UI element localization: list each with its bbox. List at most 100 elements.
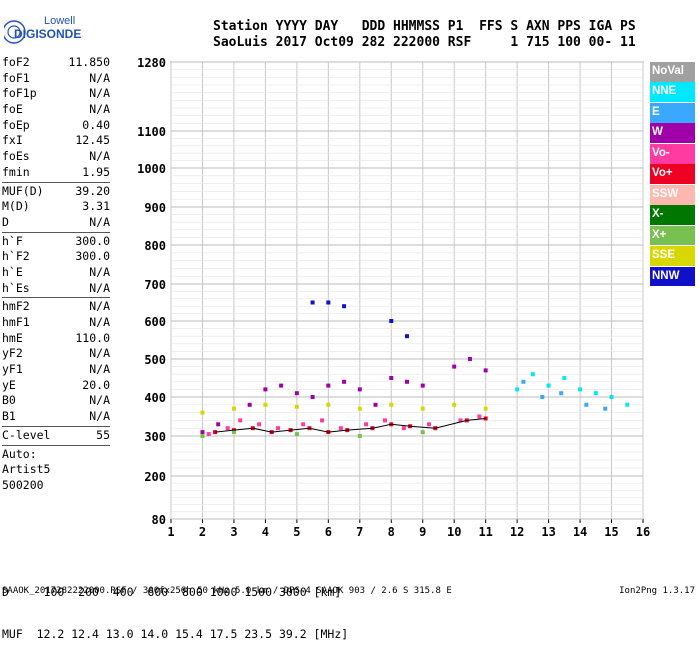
param-row: hmF2 N/A: [2, 299, 110, 315]
data-point-x-: [200, 434, 205, 438]
logo-line1: Lowell: [44, 15, 75, 27]
autoscale-info: Auto:: [2, 446, 37, 461]
data-point-sse: [357, 406, 362, 411]
param-row: B0 N/A: [2, 393, 110, 409]
param-row: yF2 N/A: [2, 346, 110, 362]
data-point-w: [294, 391, 299, 396]
data-point-vo-: [238, 418, 243, 423]
y-tick-label: 80: [152, 513, 166, 527]
data-point-w: [310, 395, 315, 399]
data-point-sse: [231, 406, 236, 411]
y-tick-label: 500: [144, 353, 166, 367]
data-point-vo-: [458, 418, 463, 423]
param-row: fxI 12.45: [2, 133, 110, 149]
param-value: N/A: [89, 214, 110, 229]
data-point-vo-: [382, 418, 387, 423]
data-point-sse: [452, 402, 457, 407]
data-point-vo-: [225, 426, 230, 431]
param-row: B1 N/A: [2, 409, 110, 425]
param-row: h`E N/A: [2, 265, 110, 281]
param-label: fmin: [2, 164, 30, 179]
data-point-nnw: [389, 319, 394, 323]
data-point-sse: [326, 402, 331, 407]
param-label: MUF(D): [2, 183, 44, 198]
param-label: C-level: [2, 427, 51, 442]
legend-item-e: E: [650, 102, 695, 123]
y-tick-label: 1100: [137, 125, 166, 139]
software-version: Ion2Png 1.3.17: [619, 586, 695, 596]
data-point-nne: [546, 383, 551, 388]
legend-item-vo-: Vo+: [650, 164, 695, 185]
param-value: N/A: [89, 362, 110, 377]
data-point-sse: [483, 406, 488, 411]
param-row: yE 20.0: [2, 378, 110, 394]
distance-row: D 100 200 400 600 800 1000 1500 3000 [km…: [2, 585, 342, 599]
param-label: fxI: [2, 133, 23, 148]
legend-item-nne: NNE: [650, 82, 695, 103]
data-point-x-: [420, 430, 425, 435]
data-point-vo-: [338, 426, 343, 431]
x-tick-label: 13: [541, 525, 555, 539]
trace-line: [215, 417, 486, 433]
param-label: B1: [2, 409, 16, 424]
data-point-x-: [357, 434, 362, 438]
param-separator: [2, 297, 110, 299]
x-tick-label: 5: [293, 525, 300, 539]
param-value: N/A: [89, 299, 110, 314]
param-label: foF2: [2, 55, 30, 69]
param-separator: [2, 231, 110, 233]
x-tick-label: 8: [388, 525, 395, 539]
data-point-x-: [294, 432, 299, 437]
param-value: 20.0: [82, 377, 110, 392]
x-tick-label: 16: [636, 525, 650, 539]
param-value: N/A: [89, 393, 110, 408]
param-row: MUF(D) 39.20: [2, 184, 110, 200]
autoscale-info: 500200: [2, 477, 44, 492]
data-point-sse: [263, 402, 268, 407]
file-info: SAAOK_2017282222000.RSF / 300fx256h 50 k…: [2, 586, 452, 596]
data-point-w: [452, 364, 457, 369]
legend-item-noval: NoVal: [650, 62, 695, 82]
param-separator: [2, 181, 110, 183]
ionogram-chart: 1 2 3 4 5 6 7 8 9 10 11 12 13 14 15 16 80 200 300 400 500 600…: [137, 56, 650, 539]
data-point-vo-: [275, 426, 280, 431]
ionogram-svg: 1 2 3 4 5 6 7 8 9 10 11 12 13 14 15 1680200300400500600…: [137, 56, 650, 539]
x-tick-label: 11: [478, 525, 492, 539]
param-row: hmE 110.0: [2, 331, 110, 347]
param-separator: [2, 444, 110, 446]
data-point-nnw: [405, 334, 409, 339]
param-label: M(D): [2, 199, 30, 214]
param-value: 3.31: [82, 199, 110, 214]
param-value: N/A: [89, 264, 110, 279]
param-label: h`F2: [2, 249, 30, 264]
legend-item-nnw: NNW: [650, 266, 695, 287]
data-point-nne: [562, 376, 567, 380]
param-value: N/A: [89, 315, 110, 329]
param-row: fmin 1.95: [2, 165, 110, 181]
x-tick-label: 9: [419, 525, 426, 539]
scaled-parameters-panel: foF2 11.850 foF1 N/A foF1p N/A foE N/A foEp 0.40 f…: [2, 55, 110, 494]
param-label: h`Es: [2, 280, 30, 295]
param-value: N/A: [89, 86, 110, 101]
data-point-vo-: [301, 422, 306, 427]
data-point-vo-: [477, 414, 482, 419]
legend-item-sse: SSE: [650, 246, 695, 266]
muf-table: D 100 200 400 600 800 1000 1500 3000 [km…: [2, 557, 348, 655]
param-value: N/A: [89, 280, 110, 295]
y-tick-label: 400: [144, 391, 166, 405]
param-value: 300.0: [75, 233, 110, 248]
data-point-nne: [625, 402, 630, 407]
y-tick-label: 900: [144, 201, 166, 215]
direction-legend: NoVal NNE E W Vo- Vo+ SSW X- X+ SSE NNW: [650, 62, 695, 287]
param-value: 11.850: [68, 55, 110, 69]
param-label: D: [2, 214, 9, 229]
param-label: foE: [2, 102, 23, 117]
x-tick-label: 4: [262, 525, 269, 539]
x-tick-label: 14: [573, 525, 587, 539]
x-tick-label: 1: [167, 525, 174, 539]
data-point-sse: [389, 402, 394, 407]
data-point-x-: [231, 430, 236, 435]
data-point-sse: [200, 410, 205, 415]
param-value: 110.0: [75, 330, 110, 345]
data-point-w: [373, 402, 378, 407]
